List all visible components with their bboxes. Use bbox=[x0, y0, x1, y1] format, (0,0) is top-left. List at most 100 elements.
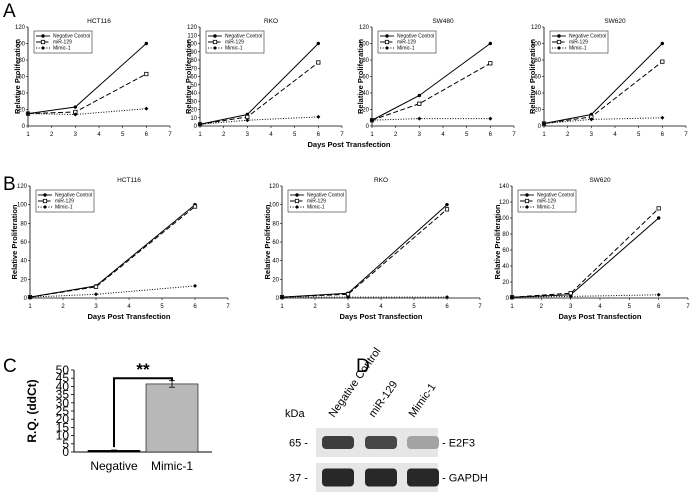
series-line bbox=[29, 285, 196, 298]
significance-bracket bbox=[113, 377, 173, 448]
x-tick-label: 6 bbox=[193, 304, 197, 310]
y-tick-label: 120 bbox=[15, 25, 26, 31]
data-point bbox=[488, 41, 493, 46]
significance-annotation: ** bbox=[136, 360, 150, 379]
x-tick-label: 6 bbox=[317, 132, 321, 138]
legend-marker bbox=[295, 205, 299, 209]
panel-label-c: C bbox=[3, 356, 17, 377]
line-chart-6: SW620 0 20 40 60 80 100 120 140 1 2 3 4 5 6 7 Relative P… bbox=[493, 177, 690, 321]
x-tick-label: 2 bbox=[222, 132, 226, 138]
x-tick-label: 4 bbox=[269, 132, 273, 138]
data-point bbox=[370, 118, 374, 123]
y-tick-label: 25 bbox=[56, 404, 70, 418]
x-axis-label: Days Post Transfection bbox=[88, 312, 171, 321]
y-tick-label: 120 bbox=[499, 200, 510, 206]
y-tick-label: 40 bbox=[190, 91, 197, 97]
y-tick-label: 80 bbox=[534, 58, 541, 64]
x-tick-label: 5 bbox=[465, 132, 469, 138]
data-point bbox=[94, 292, 98, 297]
x-tick-label: 3 bbox=[590, 132, 594, 138]
line-chart-4: HCT116 0 20 40 60 80 100 120 1 2 3 4 5 6 7 Relative Pro… bbox=[10, 177, 230, 321]
y-tick-label: 20 bbox=[534, 108, 541, 114]
data-point bbox=[193, 283, 197, 288]
legend-label: miR-129 bbox=[537, 199, 556, 205]
y-tick-label: 20 bbox=[502, 280, 509, 286]
y-tick-label: 0 bbox=[22, 124, 26, 130]
y-tick-label: 40 bbox=[502, 264, 509, 270]
x-tick-label: 5 bbox=[293, 132, 297, 138]
legend-marker bbox=[41, 46, 45, 50]
data-point bbox=[589, 117, 594, 122]
x-tick-label: 3 bbox=[569, 304, 573, 310]
y-tick-label: 120 bbox=[17, 184, 28, 190]
x-tick-label: 4 bbox=[613, 132, 617, 138]
data-point bbox=[445, 202, 449, 207]
y-tick-label: 10 bbox=[190, 116, 197, 122]
data-point bbox=[316, 60, 321, 65]
x-tick-label: 2 bbox=[394, 132, 398, 138]
lane-label: Mimic-1 bbox=[407, 381, 439, 419]
y-tick-label: 60 bbox=[20, 240, 27, 246]
legend-box bbox=[549, 30, 609, 54]
x-tick-label: 7 bbox=[512, 132, 516, 138]
data-point bbox=[192, 204, 198, 209]
x-tick-label: 7 bbox=[226, 304, 230, 310]
legend-label: Mimic-1 bbox=[225, 46, 243, 52]
legend-box bbox=[517, 189, 577, 213]
y-tick-label: 50 bbox=[56, 363, 70, 377]
data-point bbox=[417, 93, 422, 98]
series-line bbox=[543, 43, 663, 124]
series-line bbox=[27, 73, 147, 115]
y-axis-label: Relative Proliferation bbox=[10, 204, 19, 279]
x-tick-label: 5 bbox=[121, 132, 125, 138]
y-tick-label: 45 bbox=[56, 371, 70, 385]
blot-band bbox=[407, 468, 439, 487]
data-point bbox=[445, 295, 449, 300]
legend-marker bbox=[213, 46, 217, 50]
y-tick-label: 0 bbox=[366, 124, 370, 130]
legend-label: Mimic-1 bbox=[569, 46, 587, 52]
x-tick-label: 1 bbox=[26, 132, 30, 138]
data-point bbox=[488, 61, 493, 66]
y-tick-label: 60 bbox=[18, 75, 25, 81]
data-point bbox=[316, 114, 321, 119]
y-tick-label: 60 bbox=[272, 240, 279, 246]
chart-title: HCT116 bbox=[117, 177, 141, 184]
kda-label: kDa bbox=[285, 408, 305, 420]
line-chart-5: RKO 0 20 40 60 80 100 120 1 2 3 4 5 6 7 Relative Prolif… bbox=[263, 177, 482, 321]
y-tick-label: 120 bbox=[531, 25, 542, 31]
y-tick-label: 0 bbox=[276, 296, 280, 302]
x-tick-label: 7 bbox=[478, 304, 482, 310]
data-point bbox=[660, 115, 665, 120]
legend-box bbox=[205, 30, 265, 54]
x-tick-label: 2 bbox=[50, 132, 54, 138]
legend-label: Negative Control bbox=[307, 193, 344, 199]
y-axis-label: Relative Proliferation bbox=[184, 39, 193, 114]
y-tick-label: 20 bbox=[272, 277, 279, 283]
y-tick-label: 80 bbox=[362, 58, 369, 64]
x-tick-label: 5 bbox=[412, 304, 416, 310]
data-point bbox=[346, 295, 350, 300]
x-tick-label: 1 bbox=[370, 132, 374, 138]
bar bbox=[145, 383, 199, 453]
data-point bbox=[73, 105, 78, 109]
y-tick-label: 100 bbox=[187, 42, 198, 48]
chart-title: RKO bbox=[264, 18, 278, 25]
data-point bbox=[93, 284, 99, 289]
series-line bbox=[371, 43, 491, 121]
y-tick-label: 100 bbox=[359, 42, 370, 48]
legend-label: Negative Control bbox=[53, 34, 90, 40]
x-tick-label: 7 bbox=[340, 132, 344, 138]
legend-marker bbox=[43, 193, 47, 197]
legend-box bbox=[287, 189, 347, 213]
legend-marker bbox=[42, 198, 48, 204]
legend-label: miR-129 bbox=[569, 40, 588, 46]
y-tick-label: 120 bbox=[187, 25, 198, 31]
y-tick-label: 60 bbox=[534, 75, 541, 81]
y-tick-label: 90 bbox=[190, 50, 197, 56]
y-tick-label: 80 bbox=[18, 58, 25, 64]
data-point bbox=[656, 216, 661, 220]
